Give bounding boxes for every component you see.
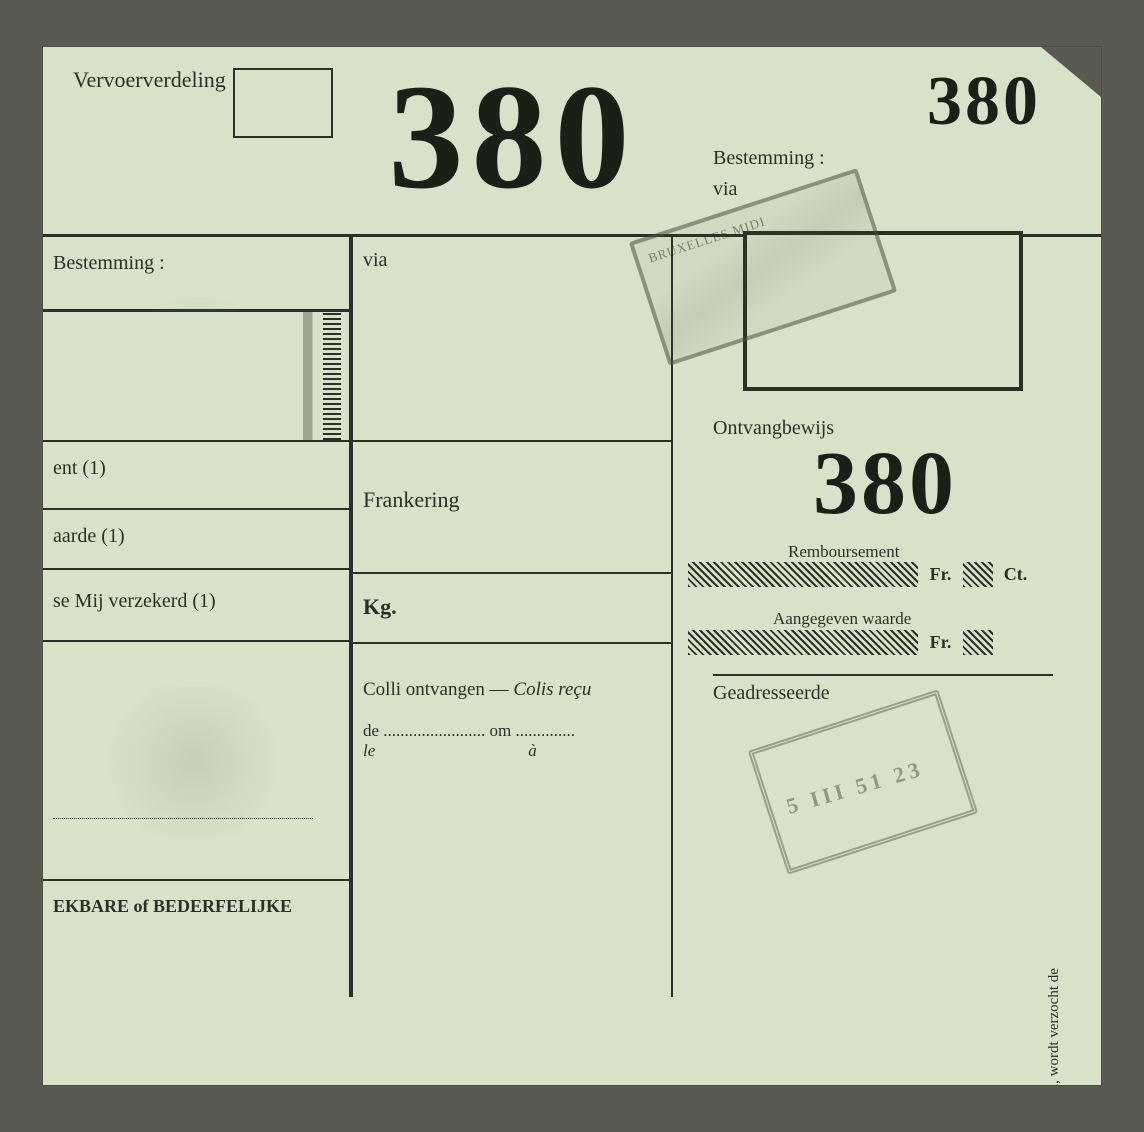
colli-field: Colli ontvangen — Colis reçu de ........…	[353, 644, 671, 997]
right-column: Ontvangbewijs 380 Remboursement Fr. Ct. …	[673, 237, 1101, 997]
remboursement-amount-line: Fr. Ct.	[688, 562, 1048, 587]
main-section: Bestemming : ent (1) aarde (1) se Mij ve…	[43, 237, 1101, 997]
blank-field	[43, 642, 349, 879]
parcel-number-large: 380	[333, 47, 693, 234]
dotted-line	[53, 818, 313, 819]
stamp-date: 5 III 51 23	[784, 756, 927, 820]
remboursement-label: Remboursement	[788, 542, 899, 562]
verzekerd-field: se Mij verzekerd (1)	[43, 570, 349, 642]
fr-label-2: Fr.	[918, 630, 963, 655]
le-label: le	[363, 741, 375, 760]
a-label: à	[528, 741, 537, 760]
fr-label: Fr.	[918, 562, 963, 587]
receipt-number: 380	[813, 432, 957, 535]
colli-label: Colli ontvangen —	[363, 679, 513, 700]
vervoer-box	[233, 68, 333, 138]
aangegeven-label: Aangegeven waarde	[773, 609, 911, 629]
geadresseerde-label: Geadresseerde	[713, 682, 830, 705]
frankering-field: Frankering	[353, 442, 671, 574]
railway-parcel-form: Vervoerverdeling 380 380 Bestemming : vi…	[42, 46, 1102, 1086]
de-label: de	[363, 721, 379, 740]
header-left: Vervoerverdeling	[43, 47, 333, 234]
colis-recu-label: Colis reçu	[513, 679, 591, 700]
header-section: Vervoerverdeling 380 380 Bestemming : vi…	[43, 47, 1101, 237]
hatched-marker	[323, 312, 341, 440]
destination-field	[43, 312, 349, 442]
ct-label: Ct.	[993, 562, 1038, 587]
aarde-field: aarde (1)	[43, 510, 349, 570]
hatched-fill	[688, 562, 918, 587]
hatched-fill	[963, 562, 993, 587]
bestemming-right-label: Bestemming :	[713, 147, 1081, 170]
left-column: Bestemming : ent (1) aarde (1) se Mij ve…	[43, 237, 353, 997]
hatched-fill	[963, 630, 993, 655]
geadresseerde-line	[713, 674, 1053, 676]
om-label: om	[490, 721, 512, 740]
ekbare-label: EKBARE of BEDERFELIJKE	[43, 879, 349, 997]
hatched-fill	[688, 630, 918, 655]
fine-print: De afzender die het bedrag van het rembo…	[1044, 957, 1086, 1086]
via-field: via	[353, 237, 671, 442]
parcel-number-right: 380	[713, 62, 1081, 142]
de-om-line: de ........................ om .........…	[363, 721, 661, 761]
aangegeven-amount-line: Fr.	[688, 630, 1048, 655]
kg-field: Kg.	[353, 574, 671, 644]
middle-column: via Frankering Kg. Colli ontvangen — Col…	[353, 237, 673, 997]
ent-field: ent (1)	[43, 442, 349, 510]
